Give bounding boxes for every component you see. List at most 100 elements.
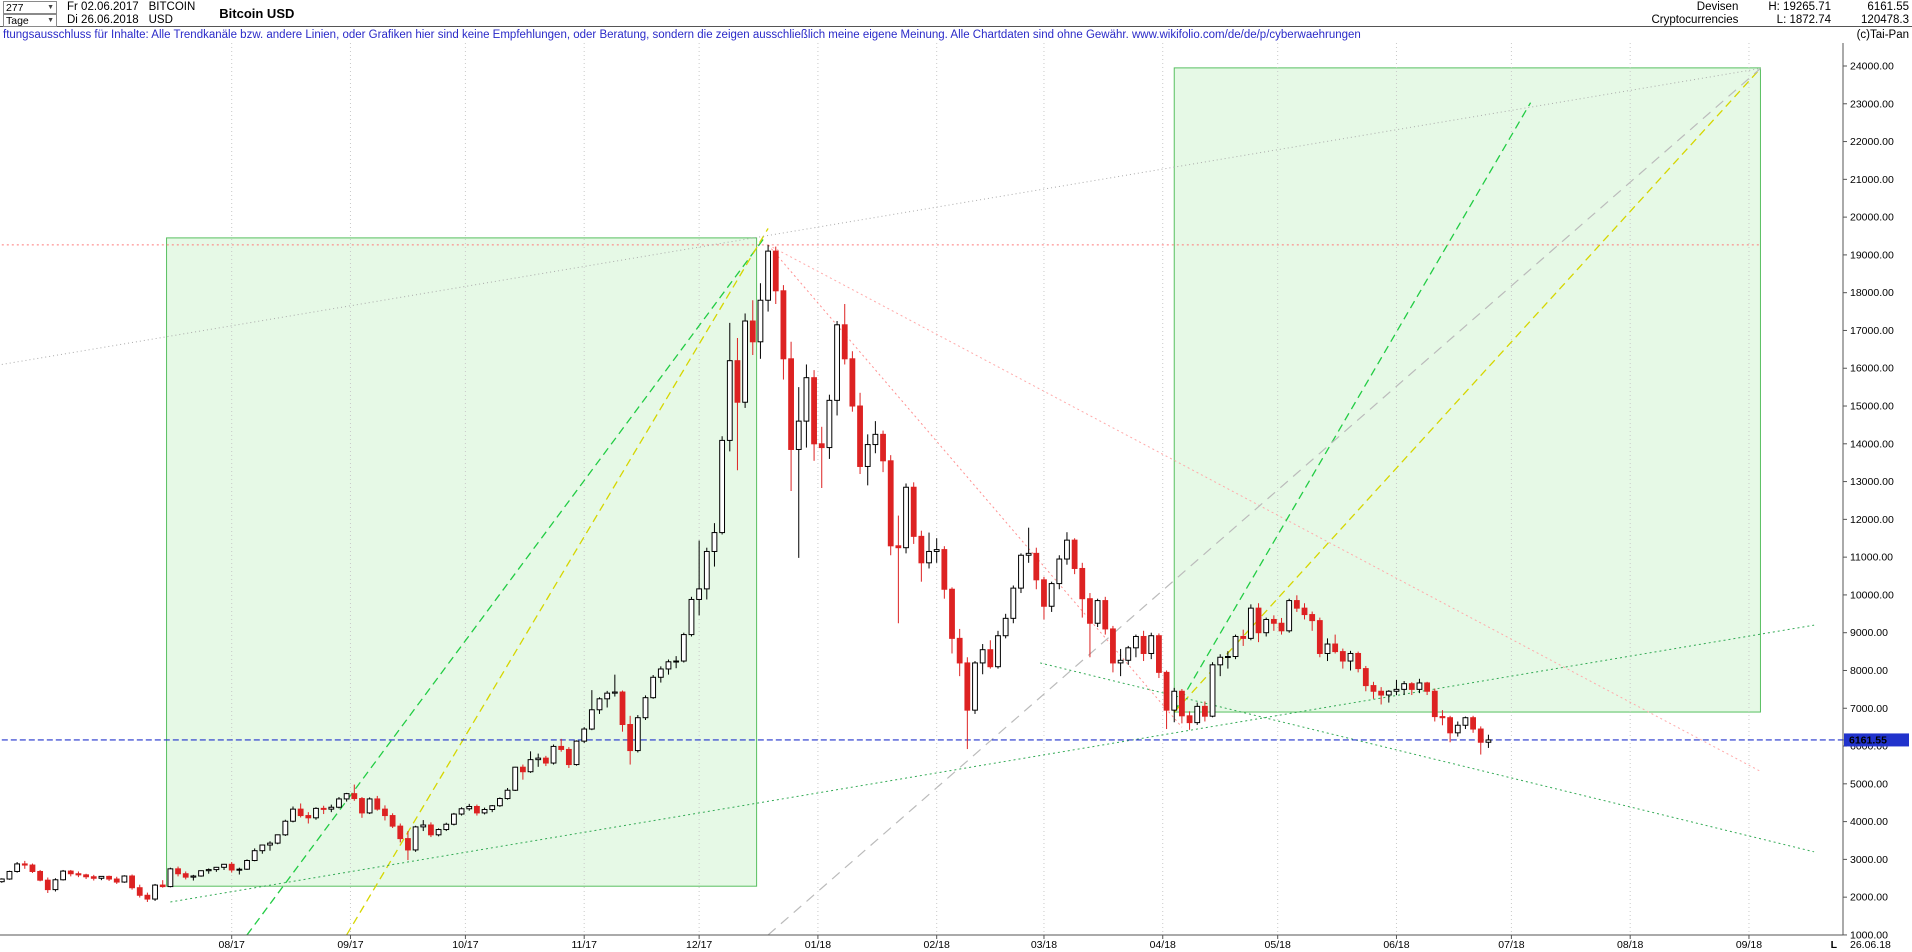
candlestick: [6, 870, 13, 880]
candlestick: [1140, 630, 1147, 662]
candlestick: [435, 828, 442, 837]
candlestick: [504, 787, 511, 800]
candlestick: [1018, 553, 1024, 594]
y-axis-label: 15000.00: [1850, 401, 1894, 413]
candlestick: [167, 867, 174, 888]
candlestick: [1025, 527, 1032, 563]
candlestick: [328, 804, 335, 813]
candlestick: [1470, 715, 1476, 733]
x-axis-label: 01/18: [805, 939, 831, 951]
x-axis-label: 10/17: [452, 939, 478, 951]
candlestick: [182, 871, 189, 880]
x-axis-label: 11/17: [571, 939, 597, 951]
candlestick: [1339, 648, 1346, 669]
candlestick: [336, 797, 342, 809]
y-axis-label: 1000.00: [1850, 929, 1888, 941]
candlestick: [726, 322, 733, 452]
candlestick: [519, 764, 526, 780]
candlestick: [21, 860, 28, 869]
candlestick: [1332, 634, 1339, 654]
symbol-currency: USD: [148, 14, 173, 26]
last-price-value: 6161.55: [1867, 1, 1909, 13]
candlestick: [872, 421, 879, 454]
candlestick: [550, 744, 557, 765]
timeframe-dropdown[interactable]: Tage ▼: [3, 14, 57, 27]
x-axis-label: 07/18: [1498, 939, 1524, 951]
candlestick: [428, 822, 434, 838]
candlestick: [267, 841, 273, 851]
y-axis-label: 7000.00: [1850, 703, 1888, 715]
candlestick: [251, 848, 258, 862]
x-axis-label: 06/18: [1383, 939, 1409, 951]
candlestick: [1370, 681, 1377, 699]
candlestick: [297, 803, 304, 818]
candlestick: [719, 436, 726, 535]
x-axis-label: 12/17: [686, 939, 712, 951]
candlestick: [1041, 576, 1047, 620]
candlestick: [1416, 678, 1423, 694]
candlestick: [1247, 604, 1254, 641]
candlestick: [205, 868, 212, 874]
y-axis-label: 17000.00: [1850, 325, 1894, 337]
candlestick: [596, 697, 603, 714]
high-low-block: H: 19265.71 L: 1872.74: [1768, 1, 1831, 26]
candlestick: [1477, 726, 1484, 755]
candlestick: [788, 341, 794, 492]
chevron-down-icon: ▼: [47, 3, 54, 11]
candlestick: [481, 807, 488, 815]
candlestick: [1186, 711, 1193, 730]
last-bar-marker: L: [1831, 939, 1838, 951]
y-axis-label: 3000.00: [1850, 854, 1888, 866]
candlestick: [1255, 603, 1262, 643]
candlestick: [604, 690, 611, 708]
category-block: Devisen Cryptocurrencies: [1651, 1, 1738, 26]
candlestick: [29, 863, 36, 873]
candlestick: [826, 394, 833, 459]
candlestick: [619, 690, 626, 732]
candlestick: [129, 874, 135, 890]
candlestick: [0, 878, 5, 883]
candlestick: [259, 844, 266, 854]
candlestick: [60, 869, 67, 881]
candlestick: [964, 657, 971, 750]
range-end-date: Di 26.06.2018: [67, 14, 139, 26]
candlestick: [290, 806, 296, 823]
candlestick: [857, 392, 863, 475]
candlestick: [343, 792, 350, 802]
candlestick: [742, 313, 749, 408]
candlestick: [512, 766, 519, 791]
candlestick: [535, 753, 542, 767]
candlestick: [1240, 629, 1247, 646]
candlestick: [14, 862, 21, 873]
candlestick: [113, 876, 120, 884]
candlestick: [1056, 555, 1063, 590]
candlestick: [1263, 617, 1270, 637]
candlestick: [489, 804, 496, 813]
candlestick: [1408, 682, 1415, 696]
chart-area[interactable]: 08/17 09/17 10/17 11/17 12/17 01/18 02/18 03/18…: [0, 43, 1912, 951]
bars-count-dropdown[interactable]: 277 ▼: [3, 1, 57, 14]
candlestick: [673, 656, 680, 669]
candlestick: [650, 675, 657, 699]
y-axis-label: 18000.00: [1850, 287, 1894, 299]
candlestick: [1079, 562, 1086, 618]
y-axis-label: 24000.00: [1850, 61, 1894, 73]
range-start-date: Fr 02.06.2017: [67, 1, 139, 13]
candlestick: [1278, 617, 1285, 635]
candlestick: [1094, 598, 1101, 628]
candlestick: [1309, 611, 1316, 631]
candlestick: [1385, 690, 1392, 703]
gray-dashed-channel: [767, 68, 1761, 936]
candlestick: [443, 822, 450, 832]
right-uptrend-green-dashed: [1173, 102, 1532, 713]
candlestick: [90, 874, 97, 881]
candlestick: [1316, 617, 1323, 658]
candlestick: [382, 805, 388, 821]
candlestick: [1347, 650, 1354, 671]
y-axis-label: 14000.00: [1850, 438, 1894, 450]
candlestick: [711, 523, 718, 567]
candlestick: [979, 644, 986, 675]
y-axis-label: 10000.00: [1850, 589, 1894, 601]
candlestick: [703, 547, 710, 600]
